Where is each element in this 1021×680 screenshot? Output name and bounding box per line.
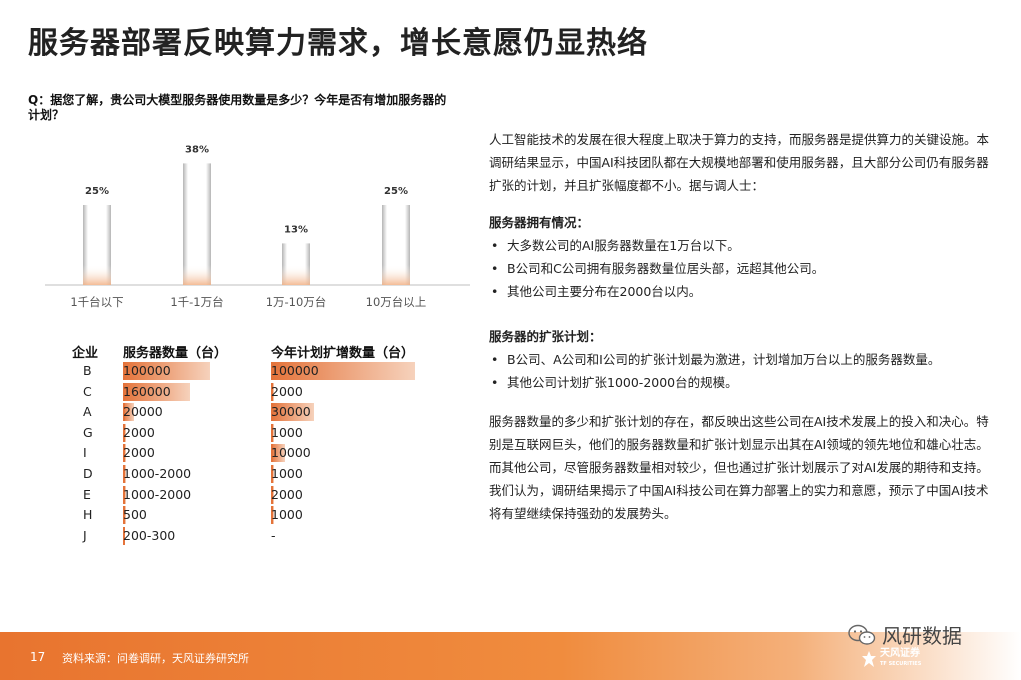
server-count-cell: 2000 <box>123 423 155 443</box>
page-number: 17 <box>30 650 45 664</box>
bar-value-label: 25% <box>384 186 408 197</box>
list-item: 其他公司主要分布在2000台以内。 <box>489 280 999 303</box>
conclusion-paragraph: 服务器数量的多少和扩张计划的存在，都反映出这些公司在AI技术发展上的投入和决心。… <box>489 410 999 525</box>
analysis-text: 人工智能技术的发展在很大程度上取决于算力的支持，而服务器是提供算力的关键设施。本… <box>489 128 999 525</box>
company-cell: I <box>83 443 87 463</box>
company-cell: E <box>83 485 91 505</box>
table-row: B 100000 100000 <box>60 361 430 381</box>
server-count-cell: 1000-2000 <box>123 464 191 484</box>
page-title: 服务器部署反映算力需求，增长意愿仍显热络 <box>28 18 648 62</box>
company-cell: J <box>83 526 87 546</box>
survey-question: Q：据您了解，贵公司大模型服务器使用数量是多少？今年是否有增加服务器的计划？ <box>28 93 458 123</box>
watermark-text: 风研数据 <box>882 620 962 649</box>
table-row: C 160000 2000 <box>60 382 430 402</box>
section2-title: 服务器的扩张计划： <box>489 325 999 348</box>
expansion-plan-cell: 1000 <box>271 505 303 525</box>
company-cell: C <box>83 382 92 402</box>
bar-base-highlight <box>83 265 111 285</box>
expansion-plan-cell: 1000 <box>271 464 303 484</box>
company-cell: B <box>83 361 92 381</box>
section2-list: B公司、A公司和I公司的扩张计划最为激进，计划增加万台以上的服务器数量。 其他公… <box>489 348 999 394</box>
watermark: 风研数据 <box>848 620 962 649</box>
logo-mark-icon <box>862 651 876 667</box>
server-count-cell: 20000 <box>123 402 163 422</box>
server-count-cell: 2000 <box>123 443 155 463</box>
logo-name: 天风证券 <box>880 648 920 659</box>
list-item: B公司、A公司和I公司的扩张计划最为激进，计划增加万台以上的服务器数量。 <box>489 348 999 371</box>
bar-group: 38% 1千-1万台 <box>170 144 223 309</box>
category-label: 1千-1万台 <box>170 295 223 309</box>
company-cell: H <box>83 505 92 525</box>
server-count-cell: 1000-2000 <box>123 485 191 505</box>
bar-base-highlight <box>183 265 211 285</box>
category-label: 1万-10万台 <box>266 295 327 309</box>
bar-group: 25% 1千台以下 <box>70 186 123 309</box>
bar-group: 25% 10万台以上 <box>366 186 427 309</box>
source-note: 资料来源：问卷调研，天风证券研究所 <box>62 650 249 666</box>
bar-value-label: 13% <box>284 224 308 235</box>
table-row: G 2000 1000 <box>60 423 430 443</box>
expansion-plan-cell: 30000 <box>271 402 311 422</box>
expansion-plan-cell: 2000 <box>271 382 303 402</box>
wechat-icon <box>848 624 876 646</box>
expansion-plan-cell: 10000 <box>271 443 311 463</box>
category-label: 10万台以上 <box>366 295 427 309</box>
table-row: E 1000-2000 2000 <box>60 485 430 505</box>
company-cell: A <box>83 402 92 422</box>
expansion-plan-cell: - <box>271 526 276 546</box>
bar-chart: 25% 1千台以下 38% 1千-1万台 13% 1万-10万台 25% 10万台以上 <box>40 140 480 320</box>
intro-paragraph: 人工智能技术的发展在很大程度上取决于算力的支持，而服务器是提供算力的关键设施。本… <box>489 128 999 197</box>
company-cell: G <box>83 423 93 443</box>
table-row: A 20000 30000 <box>60 402 430 422</box>
bar-base-highlight <box>282 265 310 285</box>
category-label: 1千台以下 <box>70 295 123 309</box>
table-header: 今年计划扩增数量（台） <box>271 342 414 361</box>
expansion-plan-cell: 1000 <box>271 423 303 443</box>
bar-value-label: 25% <box>85 186 109 197</box>
expansion-plan-cell: 100000 <box>271 361 319 381</box>
table-header: 企业 <box>72 342 98 361</box>
list-item: 大多数公司的AI服务器数量在1万台以下。 <box>489 234 999 257</box>
bar-base-highlight <box>382 265 410 285</box>
table-row: J 200-300 - <box>60 526 430 546</box>
table-row: H 500 1000 <box>60 505 430 525</box>
list-item: 其他公司计划扩张1000-2000台的规模。 <box>489 371 999 394</box>
table-header: 服务器数量（台） <box>123 342 227 361</box>
server-count-cell: 500 <box>123 505 147 525</box>
company-cell: D <box>83 464 93 484</box>
section1-list: 大多数公司的AI服务器数量在1万台以下。 B公司和C公司拥有服务器数量位居头部，… <box>489 234 999 303</box>
list-item: B公司和C公司拥有服务器数量位居头部，远超其他公司。 <box>489 257 999 280</box>
logo-text: 天风证券 TF SECURITIES <box>880 648 921 670</box>
bar-group: 13% 1万-10万台 <box>266 224 327 309</box>
table-row: I 2000 10000 <box>60 443 430 463</box>
server-count-cell: 160000 <box>123 382 171 402</box>
bar-chart-svg: 25% 1千台以下 38% 1千-1万台 13% 1万-10万台 25% 10万台以上 <box>40 140 480 320</box>
logo-subtitle: TF SECURITIES <box>880 659 921 670</box>
section1-title: 服务器拥有情况： <box>489 211 999 234</box>
table-row: D 1000-2000 1000 <box>60 464 430 484</box>
company-logo: 天风证券 TF SECURITIES <box>862 648 921 670</box>
expansion-plan-cell: 2000 <box>271 485 303 505</box>
server-count-cell: 100000 <box>123 361 171 381</box>
bar-value-label: 38% <box>185 144 209 155</box>
server-count-cell: 200-300 <box>123 526 175 546</box>
